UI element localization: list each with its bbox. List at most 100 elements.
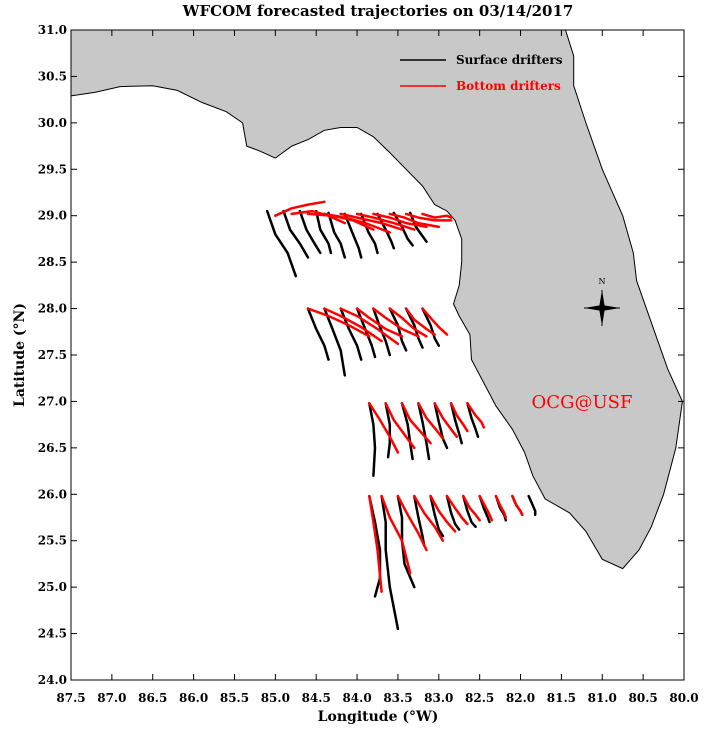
surface-trajectory-16 — [404, 307, 424, 349]
x-tick-label: 87.0 — [97, 691, 126, 705]
bottom-trajectory-8 — [404, 212, 453, 222]
florida-land — [70, 29, 683, 570]
surface-trajectory-23 — [449, 402, 463, 445]
x-tick-label: 80.5 — [629, 691, 658, 705]
y-axis-label: Latitude (°N) — [12, 303, 28, 407]
surface-trajectory-21 — [417, 402, 431, 461]
plot-area — [70, 29, 685, 681]
legend: Surface drifters Bottom drifters — [400, 53, 563, 93]
bottom-trajectory-9 — [421, 212, 453, 219]
surface-trajectory-22 — [433, 402, 449, 450]
x-tick-label: 83.5 — [383, 691, 412, 705]
y-axis-ticks: 24.0 24.5 25.0 25.5 26.0 26.5 27.0 27.5 28.0 28.5… — [38, 23, 684, 687]
bottom-trajectory-28 — [413, 494, 445, 542]
surface-trajectory-24 — [466, 402, 480, 438]
y-tick-label: 30.5 — [38, 69, 67, 83]
x-tick-label: 82.5 — [465, 691, 494, 705]
y-tick-label: 28.0 — [38, 302, 67, 316]
surface-trajectory-18 — [368, 402, 377, 477]
surface-trajectory-35 — [527, 494, 537, 516]
surface-trajectory-2 — [298, 209, 322, 255]
bottom-trajectory-10 — [306, 307, 371, 338]
bottom-trajectory-20 — [400, 402, 432, 445]
surface-trajectory-10 — [306, 307, 330, 361]
bottom-trajectory-14 — [372, 307, 420, 338]
surface-trajectory-20 — [400, 402, 414, 461]
x-tick-label: 86.0 — [179, 691, 208, 705]
bottom-trajectory-3 — [323, 212, 392, 234]
bottom-trajectory-17 — [421, 307, 449, 336]
bottom-trajectory-26 — [380, 494, 412, 575]
surface-trajectory-3 — [314, 209, 333, 255]
y-tick-label: 31.0 — [38, 23, 67, 37]
bottom-trajectory-6 — [372, 212, 428, 229]
bottom-trajectory-4 — [339, 212, 404, 231]
bottom-trajectory-19 — [384, 402, 416, 450]
x-tick-label: 85.0 — [261, 691, 290, 705]
y-tick-label: 30.0 — [38, 116, 67, 130]
bottom-trajectory-29 — [429, 494, 457, 533]
compass-north-label: N — [599, 277, 606, 286]
x-tick-label: 82.0 — [506, 691, 535, 705]
compass-rose-icon: N — [584, 277, 620, 326]
surface-trajectory-31 — [462, 494, 477, 529]
bottom-trajectory-11 — [323, 307, 383, 343]
y-tick-label: 29.0 — [38, 209, 67, 223]
x-tick-label: 85.5 — [220, 691, 249, 705]
y-tick-label: 25.0 — [38, 580, 67, 594]
bottom-trajectory-16 — [404, 307, 436, 336]
y-tick-label: 24.5 — [38, 627, 67, 641]
legend-bottom-label: Bottom drifters — [456, 79, 561, 93]
bottom-trajectory-7 — [388, 212, 441, 229]
bottom-trajectory-27 — [396, 494, 428, 552]
bottom-trajectory-5 — [355, 212, 416, 231]
bottom-trajectory-32 — [478, 494, 494, 522]
y-tick-label: 29.5 — [38, 162, 67, 176]
y-tick-label: 27.0 — [38, 394, 67, 408]
bottom-trajectory-21 — [417, 402, 445, 440]
bottom-trajectory-25 — [368, 494, 383, 594]
bottom-trajectory-33 — [494, 494, 508, 519]
y-tick-label: 28.5 — [38, 255, 67, 269]
y-tick-label: 26.0 — [38, 487, 67, 501]
surface-trajectory-29 — [429, 494, 445, 538]
x-tick-label: 84.0 — [342, 691, 371, 705]
x-tick-label: 80.0 — [669, 691, 698, 705]
bottom-trajectory-18 — [368, 402, 400, 454]
x-tick-label: 81.5 — [547, 691, 576, 705]
bottom-trajectory-31 — [462, 494, 481, 522]
ocg-watermark: OCG@USF — [532, 392, 633, 413]
y-tick-label: 25.5 — [38, 534, 67, 548]
surface-trajectory-0 — [265, 209, 298, 278]
surface-trajectory-19 — [384, 402, 392, 459]
bottom-trajectory-12 — [339, 307, 400, 346]
surface-trajectory-26 — [380, 494, 400, 631]
surface-trajectory-4 — [327, 211, 347, 259]
map-title: WFCOM forecasted trajectories on 03/14/2… — [182, 2, 574, 20]
y-tick-label: 27.5 — [38, 348, 67, 362]
surface-trajectory-5 — [343, 212, 363, 259]
x-tick-label: 86.5 — [138, 691, 167, 705]
trajectories-layer — [265, 200, 537, 631]
surface-trajectory-15 — [388, 307, 408, 352]
x-axis-ticks: 87.5 87.0 86.5 86.0 85.5 85.0 84.5 84.0 83.5 83.0… — [56, 30, 699, 705]
x-axis-label: Longitude (°W) — [318, 709, 439, 725]
bottom-trajectory-1 — [290, 209, 347, 225]
x-tick-label: 83.0 — [424, 691, 453, 705]
bottom-trajectory-15 — [388, 307, 428, 338]
x-tick-label: 81.0 — [588, 691, 617, 705]
x-tick-label: 87.5 — [56, 691, 85, 705]
surface-trajectory-11 — [323, 307, 347, 377]
surface-trajectory-1 — [282, 209, 310, 259]
bottom-trajectory-34 — [511, 494, 524, 516]
bottom-trajectory-22 — [433, 402, 459, 438]
bottom-trajectory-30 — [445, 494, 469, 526]
bottom-trajectory-0 — [274, 200, 326, 217]
y-tick-label: 24.0 — [38, 673, 67, 687]
x-tick-label: 84.5 — [302, 691, 331, 705]
surface-trajectory-7 — [376, 212, 396, 250]
legend-surface-label: Surface drifters — [456, 53, 563, 67]
y-tick-label: 26.5 — [38, 441, 67, 455]
surface-trajectory-30 — [445, 494, 461, 531]
